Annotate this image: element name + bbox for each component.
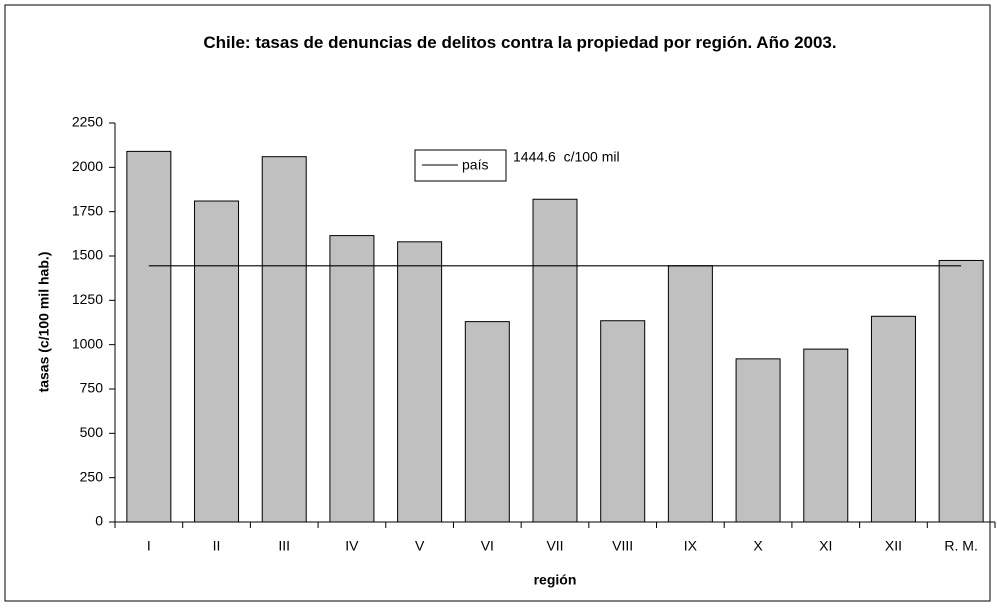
bar: [194, 200, 240, 523]
y-tick-label: 2000: [72, 158, 103, 174]
x-tick-label: IV: [345, 538, 359, 554]
y-axis-label: tasas (c/100 mil hab.): [36, 252, 52, 393]
legend-label: país: [462, 157, 488, 173]
bar: [397, 241, 443, 523]
reference-label: 1444.6 c/100 mil: [513, 149, 620, 165]
y-tick-label: 2250: [72, 114, 103, 130]
x-tick-label: VIII: [612, 538, 633, 554]
bar: [126, 150, 172, 523]
bar: [532, 198, 578, 523]
bar: [329, 235, 375, 523]
y-tick-label: 500: [80, 424, 104, 440]
title-area: Chile: tasas de denuncias de delitos con…: [203, 33, 837, 52]
bar: [870, 315, 916, 523]
y-tick-label: 750: [80, 380, 104, 396]
x-tick-label: VII: [546, 538, 563, 554]
bar: [600, 320, 646, 523]
x-tick-label: IX: [684, 538, 698, 554]
x-tick-label: I: [147, 538, 151, 554]
bar: [938, 259, 984, 523]
x-tick-label: III: [278, 538, 290, 554]
y-tick-label: 250: [80, 468, 104, 484]
x-axis-label: región: [534, 572, 577, 588]
y-tick-label: 1250: [72, 291, 103, 307]
y-tick-label: 1750: [72, 202, 103, 218]
y-tick-label: 0: [95, 513, 103, 529]
bar: [667, 265, 713, 523]
x-tick-label: R. M.: [944, 538, 977, 554]
x-tick-label: VI: [481, 538, 494, 554]
bar: [803, 348, 849, 523]
chart-title: Chile: tasas de denuncias de delitos con…: [203, 33, 837, 52]
bar: [735, 358, 781, 523]
x-tick-label: XI: [819, 538, 832, 554]
x-tick-label: XII: [885, 538, 902, 554]
y-tick-label: 1500: [72, 247, 103, 263]
x-tick-label: V: [415, 538, 425, 554]
bar: [464, 321, 510, 523]
bar: [261, 156, 307, 523]
x-tick-label: X: [753, 538, 763, 554]
x-tick-label: II: [213, 538, 221, 554]
y-tick-label: 1000: [72, 335, 103, 351]
